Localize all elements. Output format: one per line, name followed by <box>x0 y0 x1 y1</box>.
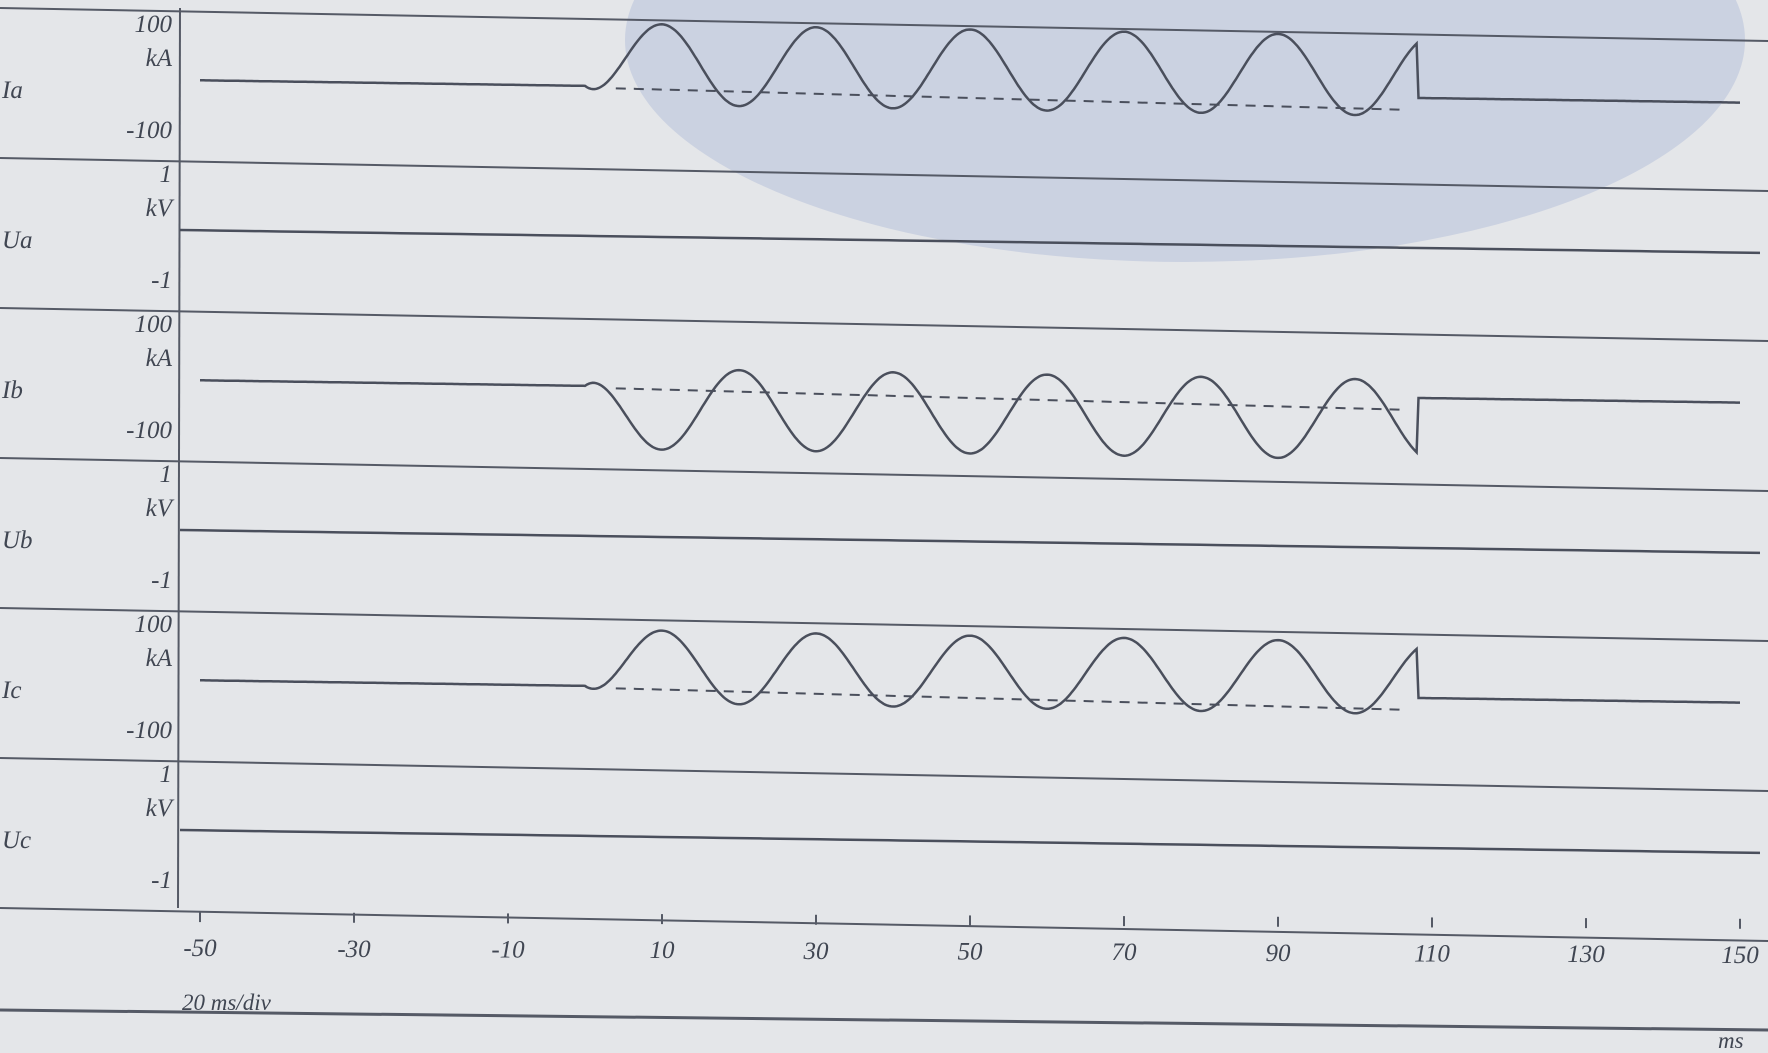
x-tick-label: 130 <box>1567 941 1605 968</box>
channel-trace <box>200 368 1740 460</box>
channel-trace <box>200 23 1740 117</box>
lane-separator <box>0 157 1768 193</box>
channel-ymax-label: 100 <box>135 11 173 38</box>
channel-ib: 100 kA -100 Ib <box>1 311 1740 460</box>
channel-name-label: Ic <box>1 677 21 704</box>
channel-unit-label: kA <box>146 645 173 672</box>
zero-reference <box>615 687 1402 711</box>
channel-ymax-label: 1 <box>160 761 173 788</box>
channel-ymax-label: 1 <box>160 461 173 488</box>
x-tick-label: 110 <box>1414 940 1450 967</box>
x-tick-label: -30 <box>337 936 371 963</box>
channel-ymin-label: -100 <box>126 717 172 744</box>
channel-ymin-label: -1 <box>151 267 172 294</box>
channel-uc: 1 kV -1 Uc <box>2 761 1761 894</box>
channel-unit-label: kA <box>146 45 173 72</box>
channel-ua: 1 kV -1 Ua <box>2 161 1761 294</box>
channel-trace <box>179 828 1761 855</box>
watermark-disc <box>625 0 1745 262</box>
left-border <box>177 7 181 909</box>
channel-name-label: Ia <box>1 77 23 104</box>
channel-ymin-label: -100 <box>126 417 172 444</box>
channel-ic: 100 kA -100 Ic <box>1 611 1740 744</box>
channel-ymin-label: -1 <box>151 867 172 894</box>
lane-separator <box>0 457 1768 493</box>
channel-ymin-label: -100 <box>126 117 172 144</box>
channel-ymin-label: -1 <box>151 567 172 594</box>
channel-ia: 100 kA -100 Ia <box>1 11 1740 144</box>
lane-separator <box>0 307 1768 343</box>
channel-ymax-label: 1 <box>160 161 173 188</box>
x-axis: -50 -30 -10 10 30 50 70 90 110 130 150 <box>183 912 1759 969</box>
timebase-label: 20 ms/div <box>182 990 272 1015</box>
channel-unit-label: kV <box>146 495 175 522</box>
zero-reference <box>615 87 1402 111</box>
channel-trace <box>179 228 1761 255</box>
channel-unit-label: kV <box>146 795 175 822</box>
channel-name-label: Ua <box>2 227 33 254</box>
bottom-border <box>0 1008 1768 1032</box>
chart-frame <box>0 7 1768 1032</box>
x-tick-label: 50 <box>958 938 984 965</box>
channel-trace <box>200 629 1740 715</box>
x-tick-label: 10 <box>650 937 676 964</box>
channel-unit-label: kV <box>146 195 175 222</box>
channel-name-label: Uc <box>2 827 31 854</box>
channel-name-label: Ib <box>1 377 23 404</box>
channel-ymax-label: 100 <box>135 311 173 338</box>
x-tick-label: -50 <box>183 935 217 962</box>
lane-separator <box>0 7 1768 43</box>
lane-separator <box>0 607 1768 643</box>
x-tick-label: 90 <box>1266 940 1292 967</box>
x-tick-label: 150 <box>1721 942 1759 969</box>
channel-name-label: Ub <box>2 527 33 554</box>
lane-separator <box>0 757 1768 793</box>
zero-reference <box>615 387 1402 411</box>
channel-ub: 1 kV -1 Ub <box>2 461 1761 594</box>
channel-unit-label: kA <box>146 345 173 372</box>
channel-trace <box>179 528 1761 555</box>
x-tick-label: 70 <box>1112 939 1138 966</box>
channels: 100 kA -100 Ia 1 kV -1 Ua 100 kA -100 Ib 1 kV -1 Ub 100 k… <box>1 11 1761 894</box>
x-unit-label: ms <box>1718 1028 1744 1053</box>
lane-separator <box>0 907 1768 943</box>
channel-ymax-label: 100 <box>135 611 173 638</box>
x-tick-label: 30 <box>803 938 830 965</box>
watermark-shape <box>625 0 1745 262</box>
x-tick-label: -10 <box>491 936 525 963</box>
